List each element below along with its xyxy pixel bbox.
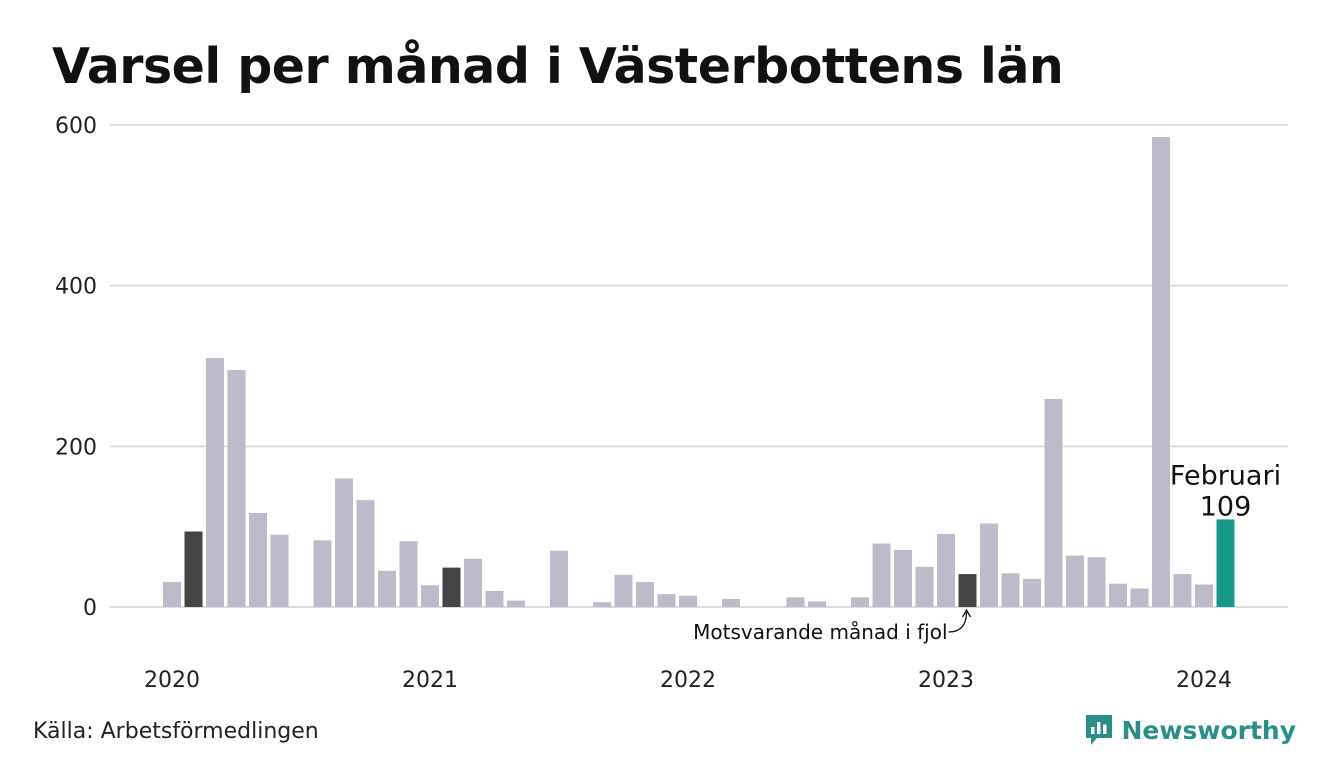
bar bbox=[227, 370, 246, 607]
x-tick-label: 2021 bbox=[402, 668, 458, 693]
bar bbox=[1087, 557, 1106, 607]
y-tick-label: 600 bbox=[55, 114, 97, 139]
highlight-month-label: Februari bbox=[1170, 460, 1281, 491]
chart-title: Varsel per månad i Västerbottens län bbox=[52, 38, 1064, 95]
brand[interactable]: Newsworthy bbox=[1084, 713, 1297, 747]
bar bbox=[1130, 588, 1149, 607]
bar bbox=[808, 601, 826, 607]
bar bbox=[485, 590, 504, 607]
bar bbox=[657, 594, 676, 607]
bar bbox=[593, 602, 611, 607]
bar-previous-year bbox=[184, 531, 203, 607]
newsworthy-logo-icon bbox=[1085, 715, 1112, 745]
y-tick-label: 200 bbox=[55, 435, 97, 460]
x-axis-ticks: 2020 2021 2022 2023 2024 bbox=[144, 668, 1232, 693]
bar bbox=[636, 582, 654, 607]
bar bbox=[313, 540, 332, 607]
bar bbox=[335, 478, 353, 607]
bar bbox=[421, 585, 439, 607]
bars bbox=[163, 137, 1235, 608]
bar-current-month bbox=[1216, 519, 1235, 607]
bar bbox=[399, 541, 418, 607]
bar bbox=[980, 523, 998, 607]
bar bbox=[378, 570, 396, 607]
bar-previous-year bbox=[442, 567, 461, 607]
bar bbox=[550, 550, 568, 607]
y-axis-ticks: 0 200 400 600 bbox=[55, 114, 97, 621]
x-tick-label: 2024 bbox=[1176, 668, 1232, 693]
x-tick-label: 2020 bbox=[144, 668, 200, 693]
bar bbox=[915, 566, 934, 607]
bar bbox=[894, 549, 912, 607]
y-tick-label: 0 bbox=[83, 596, 97, 621]
bar bbox=[249, 513, 267, 607]
annotation-text: Motsvarande månad i fjol bbox=[693, 620, 947, 644]
bar bbox=[270, 534, 289, 607]
bar bbox=[722, 598, 740, 607]
highlight-value-label: 109 bbox=[1200, 491, 1252, 522]
x-tick-label: 2023 bbox=[918, 668, 974, 693]
y-tick-label: 400 bbox=[55, 275, 97, 300]
bar bbox=[786, 597, 805, 607]
source-note: Källa: Arbetsförmedlingen bbox=[33, 719, 319, 744]
bar bbox=[1001, 573, 1020, 607]
brand-name: Newsworthy bbox=[1121, 715, 1297, 745]
bar bbox=[937, 533, 955, 607]
bar bbox=[679, 595, 697, 607]
bar bbox=[872, 543, 891, 607]
bar bbox=[163, 582, 181, 607]
bar bbox=[1173, 574, 1192, 607]
bar bbox=[1023, 578, 1041, 607]
bar-previous-year bbox=[958, 574, 977, 607]
bar bbox=[1044, 398, 1063, 607]
bar bbox=[464, 558, 482, 607]
bar bbox=[1195, 584, 1213, 607]
bar bbox=[1066, 555, 1084, 607]
bar bbox=[206, 357, 224, 607]
bar bbox=[614, 574, 633, 607]
annotation-arrow bbox=[948, 611, 968, 633]
bar bbox=[1109, 583, 1127, 607]
bar bbox=[851, 597, 869, 607]
bar bbox=[1152, 137, 1170, 608]
bar bbox=[507, 600, 525, 607]
bar bbox=[356, 500, 375, 607]
annotation-arrowhead bbox=[961, 608, 972, 618]
x-tick-label: 2022 bbox=[660, 668, 716, 693]
